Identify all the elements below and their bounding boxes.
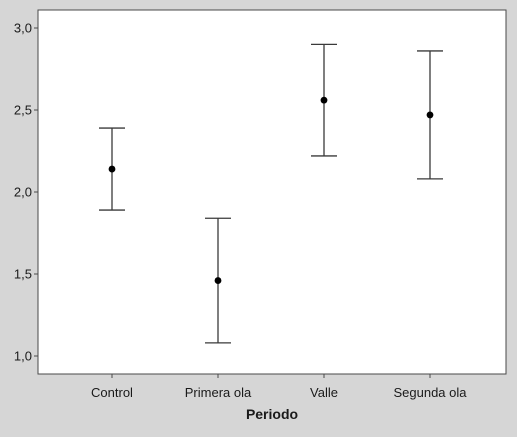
y-tick-label: 1,5 <box>14 267 32 282</box>
y-tick-label: 2,0 <box>14 185 32 200</box>
mean-point <box>426 111 434 119</box>
mean-point <box>108 165 116 173</box>
y-tick-label: 3,0 <box>14 21 32 36</box>
y-tick-label: 1,0 <box>14 349 32 364</box>
x-tick-label: Segunda ola <box>393 385 467 400</box>
plot-area <box>37 9 507 375</box>
error-bar-group <box>311 43 337 157</box>
data-marks <box>99 43 443 344</box>
x-axis: Control Primera ola Valle Segunda ola <box>91 374 467 400</box>
mean-point <box>320 96 328 104</box>
x-tick-label: Control <box>91 385 133 400</box>
y-axis: 1,0 1,5 2,0 2,5 3,0 <box>14 21 38 364</box>
error-bar-group <box>99 127 125 211</box>
x-axis-title: Periodo <box>246 406 298 422</box>
x-tick-label: Primera ola <box>185 385 252 400</box>
y-tick-label: 2,5 <box>14 103 32 118</box>
error-bar-group <box>417 50 443 180</box>
x-tick-label: Valle <box>310 385 338 400</box>
mean-point <box>214 277 222 284</box>
error-bar-group <box>205 217 231 344</box>
